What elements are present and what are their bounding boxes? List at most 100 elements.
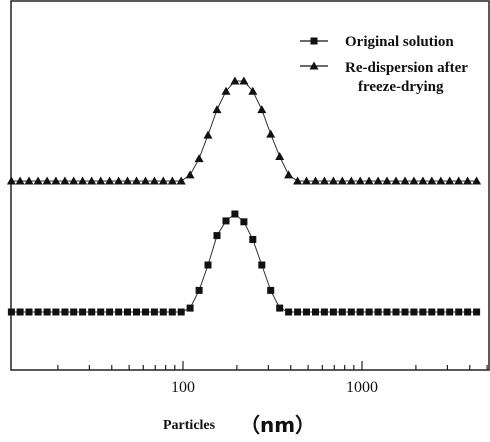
data-point xyxy=(382,176,392,185)
data-point xyxy=(338,308,346,316)
data-point xyxy=(257,105,267,114)
data-point xyxy=(400,176,410,185)
data-point xyxy=(294,308,302,316)
legend: Original solution Re-dispersion after fre… xyxy=(300,34,468,95)
series-redispersion xyxy=(6,76,482,185)
data-point xyxy=(167,176,177,185)
data-point xyxy=(7,308,15,316)
data-point xyxy=(410,308,418,316)
data-point xyxy=(123,176,132,185)
data-point xyxy=(319,176,329,185)
data-point xyxy=(436,176,446,185)
data-point xyxy=(302,176,311,185)
data-point xyxy=(132,176,141,185)
data-point xyxy=(33,176,43,185)
data-point xyxy=(409,176,419,185)
data-point xyxy=(16,308,24,316)
data-point xyxy=(204,261,212,269)
x-axis-label: Particles xyxy=(163,418,216,433)
series-layer xyxy=(6,76,482,316)
data-point xyxy=(267,286,275,294)
data-point xyxy=(249,236,257,243)
data-point xyxy=(106,308,114,316)
x-ticks: 100 1000 xyxy=(57,361,488,396)
data-point xyxy=(97,308,105,316)
data-point xyxy=(383,308,391,316)
data-point xyxy=(158,176,168,185)
x-tick-label: 1000 xyxy=(346,379,378,396)
legend-marker-original xyxy=(310,37,318,45)
data-point xyxy=(328,176,338,185)
data-point xyxy=(203,130,213,139)
data-point xyxy=(87,176,97,185)
data-point xyxy=(69,176,79,185)
data-point xyxy=(168,308,176,316)
data-point xyxy=(212,105,222,114)
data-point xyxy=(454,176,464,185)
data-point xyxy=(472,176,482,185)
data-point xyxy=(150,308,158,316)
data-point xyxy=(418,176,428,185)
data-point xyxy=(213,232,221,240)
data-point xyxy=(51,176,61,185)
data-point xyxy=(347,308,355,316)
data-point xyxy=(239,76,249,85)
data-point xyxy=(78,176,88,185)
data-point xyxy=(43,308,51,316)
data-point xyxy=(34,308,42,316)
data-point xyxy=(222,217,230,225)
data-point xyxy=(275,152,285,160)
data-point xyxy=(285,308,293,316)
series-original-solution xyxy=(7,210,481,316)
data-point xyxy=(455,308,463,316)
data-point xyxy=(185,170,195,179)
data-point xyxy=(463,176,473,185)
series-line xyxy=(11,213,477,313)
data-point xyxy=(6,176,16,185)
data-point xyxy=(25,308,33,316)
data-point xyxy=(142,308,149,316)
data-point xyxy=(61,308,69,316)
data-point xyxy=(115,308,123,316)
series-line xyxy=(11,80,477,182)
data-point xyxy=(365,308,373,316)
data-point xyxy=(464,308,472,316)
data-point xyxy=(176,176,186,185)
data-point xyxy=(445,176,455,185)
data-point xyxy=(221,86,231,95)
data-point xyxy=(186,304,194,312)
plot-frame xyxy=(10,0,490,371)
x-axis-unit: （nm） xyxy=(240,413,315,437)
data-point xyxy=(133,308,140,316)
data-point xyxy=(392,308,400,316)
data-point xyxy=(303,308,310,316)
data-point xyxy=(320,308,328,316)
data-point xyxy=(428,308,436,316)
data-point xyxy=(346,176,356,185)
data-point xyxy=(373,176,383,185)
data-point xyxy=(79,308,87,316)
data-point xyxy=(88,308,96,316)
data-point xyxy=(231,210,239,218)
data-point xyxy=(427,176,437,185)
data-point xyxy=(194,154,204,163)
data-point xyxy=(419,308,427,316)
data-point xyxy=(329,308,337,316)
data-point xyxy=(355,176,365,185)
data-point xyxy=(266,129,276,138)
data-point xyxy=(284,170,294,179)
data-point xyxy=(105,176,115,185)
data-point xyxy=(276,304,284,312)
data-point xyxy=(473,308,481,316)
data-point xyxy=(230,76,240,85)
x-tick-label: 100 xyxy=(171,379,195,396)
data-point xyxy=(141,176,150,185)
data-point xyxy=(356,308,364,316)
data-point xyxy=(60,176,70,185)
data-point xyxy=(24,176,34,185)
data-point xyxy=(114,176,124,185)
data-point xyxy=(311,176,320,185)
data-point xyxy=(374,308,382,316)
data-point xyxy=(96,176,106,185)
